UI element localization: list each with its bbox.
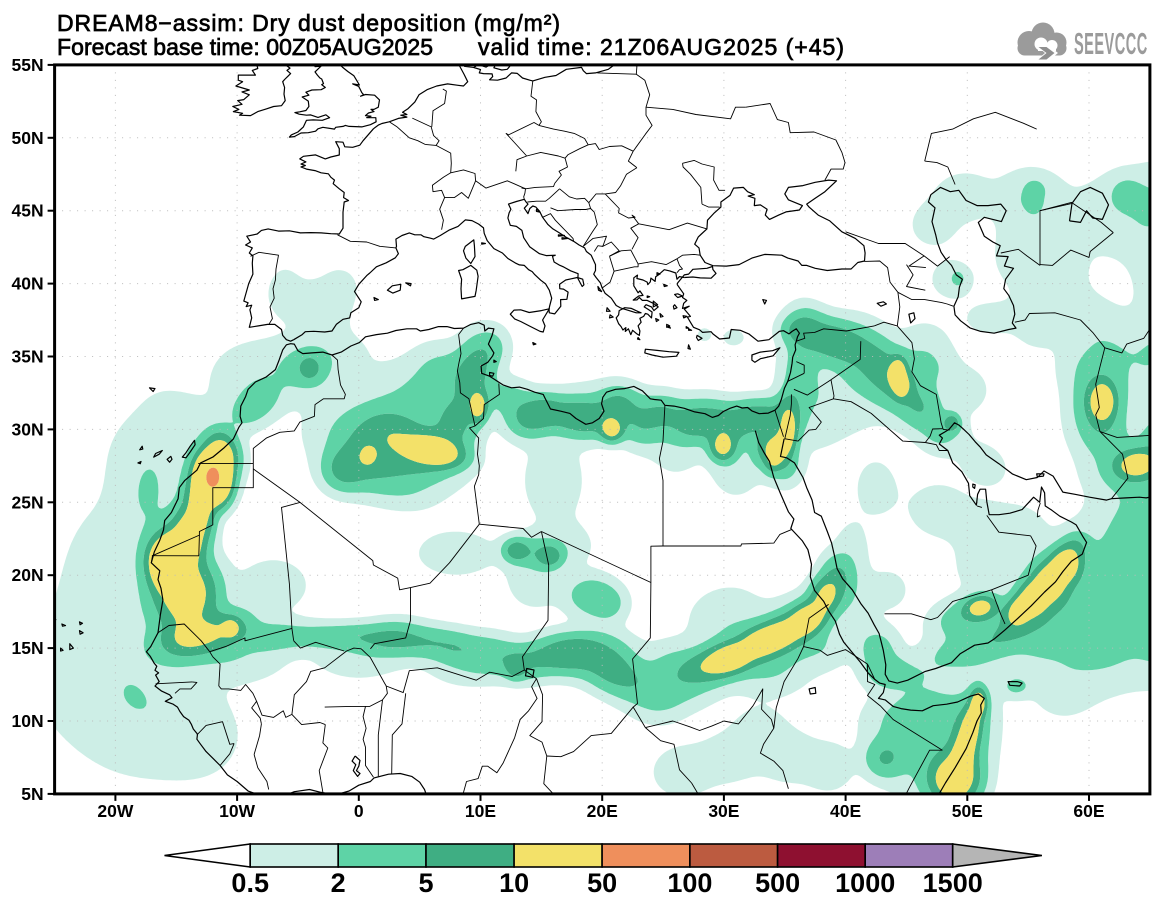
svg-text:10E: 10E	[465, 801, 496, 821]
svg-text:2: 2	[331, 868, 346, 898]
svg-text:DREAM8−assim: Dry dust deposit: DREAM8−assim: Dry dust deposition (mg/m²…	[57, 10, 560, 36]
svg-text:40N: 40N	[11, 274, 43, 294]
svg-text:20W: 20W	[97, 801, 133, 821]
svg-text:40E: 40E	[830, 801, 861, 821]
svg-text:0: 0	[354, 801, 364, 821]
svg-text:30E: 30E	[708, 801, 739, 821]
svg-text:10N: 10N	[11, 711, 43, 731]
svg-text:50N: 50N	[11, 128, 43, 148]
svg-text:valid time: 21Z06AUG2025 (+45): valid time: 21Z06AUG2025 (+45)	[478, 34, 844, 60]
svg-text:30N: 30N	[11, 419, 43, 439]
svg-text:15N: 15N	[11, 638, 43, 658]
svg-text:25N: 25N	[11, 492, 43, 512]
svg-text:10: 10	[499, 868, 529, 898]
svg-text:60E: 60E	[1073, 801, 1104, 821]
svg-text:Forecast base time: 00Z05AUG20: Forecast base time: 00Z05AUG2025	[57, 34, 433, 60]
svg-text:500: 500	[755, 868, 800, 898]
svg-text:SEEVCCC: SEEVCCC	[1074, 27, 1148, 62]
svg-text:55N: 55N	[11, 55, 43, 75]
svg-text:20N: 20N	[11, 565, 43, 585]
svg-text:20E: 20E	[587, 801, 618, 821]
svg-text:1000: 1000	[835, 868, 895, 898]
svg-text:35N: 35N	[11, 347, 43, 367]
svg-text:1500: 1500	[923, 868, 983, 898]
svg-text:0.5: 0.5	[231, 868, 269, 898]
svg-text:5: 5	[418, 868, 433, 898]
svg-text:5N: 5N	[21, 784, 43, 804]
svg-text:45N: 45N	[11, 201, 43, 221]
svg-text:100: 100	[667, 868, 712, 898]
svg-text:50E: 50E	[952, 801, 983, 821]
svg-text:50: 50	[587, 868, 617, 898]
svg-text:10W: 10W	[219, 801, 255, 821]
